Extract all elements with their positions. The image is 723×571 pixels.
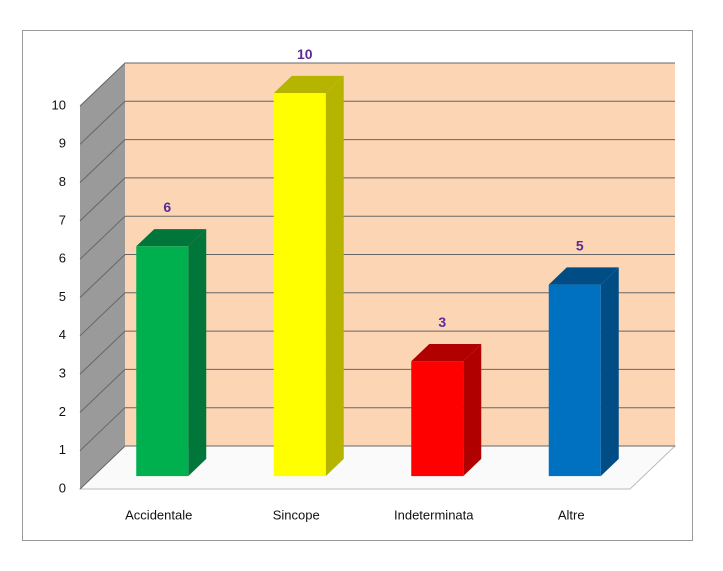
bar-top xyxy=(136,229,207,247)
grid-line xyxy=(79,100,675,145)
y-tick-label: 2 xyxy=(59,404,66,419)
y-tick-label: 7 xyxy=(59,212,66,227)
y-tick-label: 4 xyxy=(59,327,66,342)
y-tick-label: 3 xyxy=(59,366,66,381)
x-tick-label: Sincope xyxy=(273,507,320,522)
grid-line xyxy=(79,139,675,183)
bar-side xyxy=(463,344,482,477)
bar xyxy=(273,93,326,477)
grid-line xyxy=(79,407,675,452)
value-label: 3 xyxy=(438,314,446,330)
value-label: 5 xyxy=(576,237,584,253)
bar-side xyxy=(325,75,344,477)
grid-line xyxy=(79,445,675,490)
y-tick-label: 0 xyxy=(59,480,66,495)
bar-top xyxy=(548,267,619,285)
bar xyxy=(411,361,464,477)
bar-side xyxy=(188,229,207,477)
grid-line xyxy=(79,215,675,260)
bar-top xyxy=(411,344,482,362)
y-tick-label: 6 xyxy=(59,251,66,266)
grid-line xyxy=(79,330,675,375)
y-tick-label: 10 xyxy=(52,97,66,112)
value-label: 6 xyxy=(163,199,171,215)
bar-side xyxy=(600,267,619,477)
bar xyxy=(136,246,189,477)
x-tick-label: Indeterminata xyxy=(394,507,474,522)
y-tick-label: 5 xyxy=(59,289,66,304)
y-tick-label: 1 xyxy=(59,442,66,457)
grid-line xyxy=(79,177,675,222)
x-tick-label: Accidentale xyxy=(125,507,192,522)
x-tick-label: Altre xyxy=(558,507,585,522)
bar-top xyxy=(273,75,344,94)
value-label: 10 xyxy=(297,46,313,62)
bar xyxy=(548,284,601,477)
grid-line xyxy=(79,368,675,413)
y-tick-label: 8 xyxy=(59,174,66,189)
y-tick-label: 9 xyxy=(59,136,66,151)
grid-line xyxy=(79,254,675,298)
grid-line xyxy=(79,62,675,107)
grid-line xyxy=(79,292,675,337)
